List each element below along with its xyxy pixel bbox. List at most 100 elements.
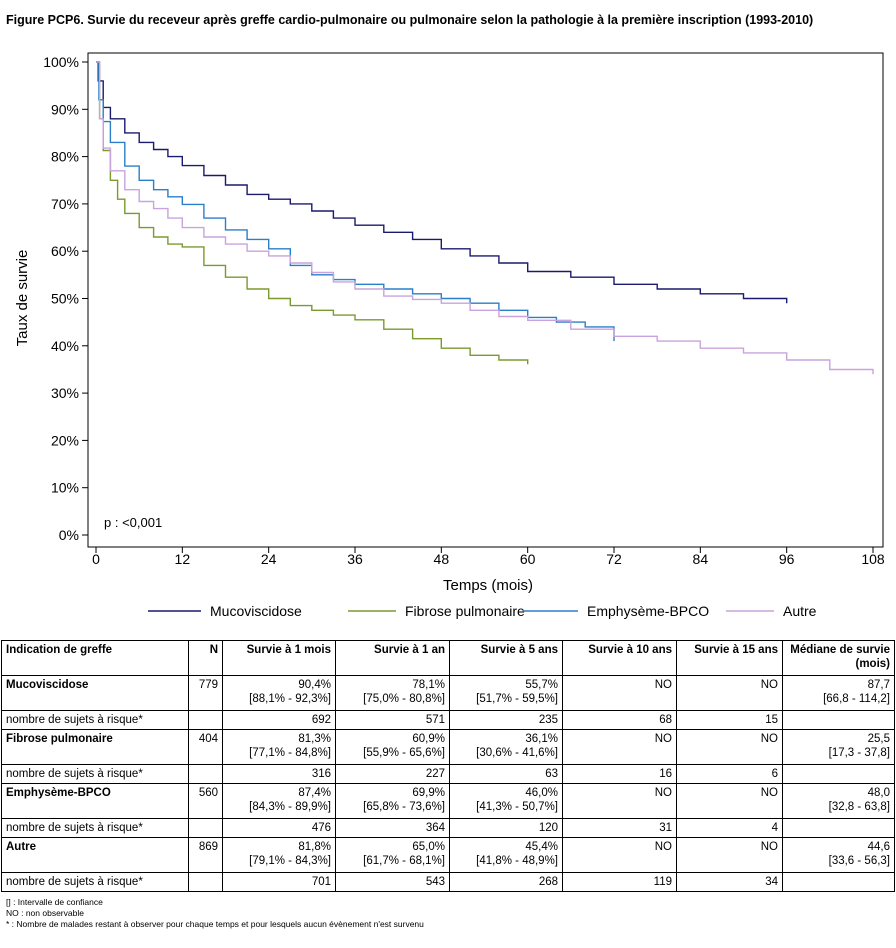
value-cell: 78,1% [75,0% - 80,8%] <box>335 675 450 711</box>
value: 78,1% <box>412 679 445 691</box>
table-row: Autre 869 81,8% [79,1% - 84,3%] 65,0% [61,7% … <box>1 837 895 873</box>
risk-row: nombre de sujets à risque* 692 571 235 68 15 <box>1 710 895 730</box>
value-cell: NO <box>562 837 677 873</box>
value: 81,3% <box>298 733 331 745</box>
indication-cell: Emphysème-BPCO <box>1 783 189 819</box>
x-tick-label: 24 <box>261 551 277 567</box>
y-tick-label: 70% <box>51 196 79 212</box>
y-tick-label: 80% <box>51 149 79 165</box>
risk-cell: 543 <box>335 872 450 892</box>
risk-row: nombre de sujets à risque* 476 364 120 31 4 <box>1 818 895 838</box>
value-cell: 87,4% [84,3% - 89,9%] <box>222 783 336 819</box>
risk-cell: 476 <box>222 818 336 838</box>
risk-label: nombre de sujets à risque* <box>1 764 189 784</box>
x-axis: 0 12 24 36 48 60 72 84 96 108 <box>92 547 885 567</box>
confidence-interval: [41,3% - 50,7%] <box>476 801 558 813</box>
risk-cell: 571 <box>335 710 450 730</box>
value-cell: NO <box>676 783 783 819</box>
empty-cell <box>188 872 223 892</box>
y-tick-label: 90% <box>51 101 79 117</box>
risk-row: nombre de sujets à risque* 701 543 268 119 34 <box>1 872 895 892</box>
x-tick-label: 108 <box>861 551 885 567</box>
value: NO <box>654 841 672 853</box>
value: 46,0% <box>525 787 558 799</box>
value: NO <box>760 787 778 799</box>
confidence-interval: [32,8 - 63,8] <box>828 801 890 813</box>
value: NO <box>654 787 672 799</box>
survival-table: Indication de greffe N Survie à 1 mois S… <box>1 640 895 892</box>
confidence-interval: [88,1% - 92,3%] <box>249 693 331 705</box>
col-header-indication: Indication de greffe <box>1 640 189 676</box>
col-header-1-month: Survie à 1 mois <box>222 640 336 676</box>
empty-cell <box>188 710 223 730</box>
y-axis: 0% 10% 20% 30% 40% 50% 60% 70% 80% 90% 100% <box>43 54 88 543</box>
col-header-15-years: Survie à 15 ans <box>676 640 783 676</box>
footnote-ci: [] : Intervalle de confiance <box>6 897 103 907</box>
y-tick-label: 20% <box>51 432 79 448</box>
value-cell: 69,9% [65,8% - 73,6%] <box>335 783 450 819</box>
confidence-interval: [66,8 - 114,2] <box>823 693 890 705</box>
x-tick-label: 12 <box>175 551 191 567</box>
value-cell: NO <box>562 675 677 711</box>
x-tick-label: 72 <box>606 551 622 567</box>
y-tick-label: 40% <box>51 338 79 354</box>
value: 48,0 <box>867 787 890 799</box>
plot-frame <box>87 52 884 548</box>
indication-cell: Fibrose pulmonaire <box>1 729 189 765</box>
y-tick-label: 10% <box>51 480 79 496</box>
y-tick-label: 50% <box>51 291 79 307</box>
y-tick-label: 30% <box>51 385 79 401</box>
y-axis-label: Taux de survie <box>14 250 31 347</box>
risk-cell: 15 <box>676 710 783 730</box>
risk-cell: 316 <box>222 764 336 784</box>
risk-row: nombre de sujets à risque* 316 227 63 16 6 <box>1 764 895 784</box>
risk-cell: 227 <box>335 764 450 784</box>
risk-label: nombre de sujets à risque* <box>1 710 189 730</box>
figure-title: Figure PCP6. Survie du receveur après gr… <box>6 13 814 27</box>
footnote-no: NO : non observable <box>6 908 84 918</box>
value-cell: 55,7% [51,7% - 59,5%] <box>449 675 563 711</box>
value: NO <box>760 841 778 853</box>
y-tick-label: 100% <box>43 54 79 70</box>
risk-cell <box>782 764 895 784</box>
table-body: Mucoviscidose 779 90,4% [88,1% - 92,3%] 78,1… <box>1 675 895 892</box>
value: 69,9% <box>412 787 445 799</box>
series-line-mucoviscidose <box>96 61 788 304</box>
risk-cell: 4 <box>676 818 783 838</box>
risk-cell: 34 <box>676 872 783 892</box>
risk-cell <box>782 710 895 730</box>
x-tick-label: 0 <box>92 551 100 567</box>
n-cell: 869 <box>188 837 223 873</box>
legend-label: Emphysème-BPCO <box>587 603 709 619</box>
value-cell: 44,6 [33,6 - 56,3] <box>782 837 895 873</box>
confidence-interval: [33,6 - 56,3] <box>828 855 890 867</box>
value-cell: NO <box>676 837 783 873</box>
value-cell: 25,5 [17,3 - 37,8] <box>782 729 895 765</box>
value-cell: 65,0% [61,7% - 68,1%] <box>335 837 450 873</box>
col-header-1-year: Survie à 1 an <box>335 640 450 676</box>
risk-cell: 235 <box>449 710 563 730</box>
risk-cell: 364 <box>335 818 450 838</box>
risk-label: nombre de sujets à risque* <box>1 818 189 838</box>
n-cell: 779 <box>188 675 223 711</box>
confidence-interval: [75,0% - 80,8%] <box>363 693 445 705</box>
empty-cell <box>188 818 223 838</box>
risk-cell <box>782 818 895 838</box>
series-line-autre <box>96 61 874 375</box>
value: 45,4% <box>525 841 558 853</box>
value-cell: 60,9% [55,9% - 65,6%] <box>335 729 450 765</box>
legend-label: Autre <box>783 603 817 619</box>
risk-cell: 6 <box>676 764 783 784</box>
value: 87,7 <box>867 679 890 691</box>
table-row: Mucoviscidose 779 90,4% [88,1% - 92,3%] 78,1… <box>1 675 895 711</box>
value-cell: NO <box>562 729 677 765</box>
x-tick-label: 36 <box>347 551 363 567</box>
y-tick-label: 60% <box>51 243 79 259</box>
n-cell: 404 <box>188 729 223 765</box>
series-line-emphys-me-bpco <box>96 61 615 342</box>
value: 25,5 <box>867 733 890 745</box>
risk-cell: 63 <box>449 764 563 784</box>
n-cell: 560 <box>188 783 223 819</box>
value-cell: NO <box>676 729 783 765</box>
y-tick-label: 0% <box>59 527 79 543</box>
